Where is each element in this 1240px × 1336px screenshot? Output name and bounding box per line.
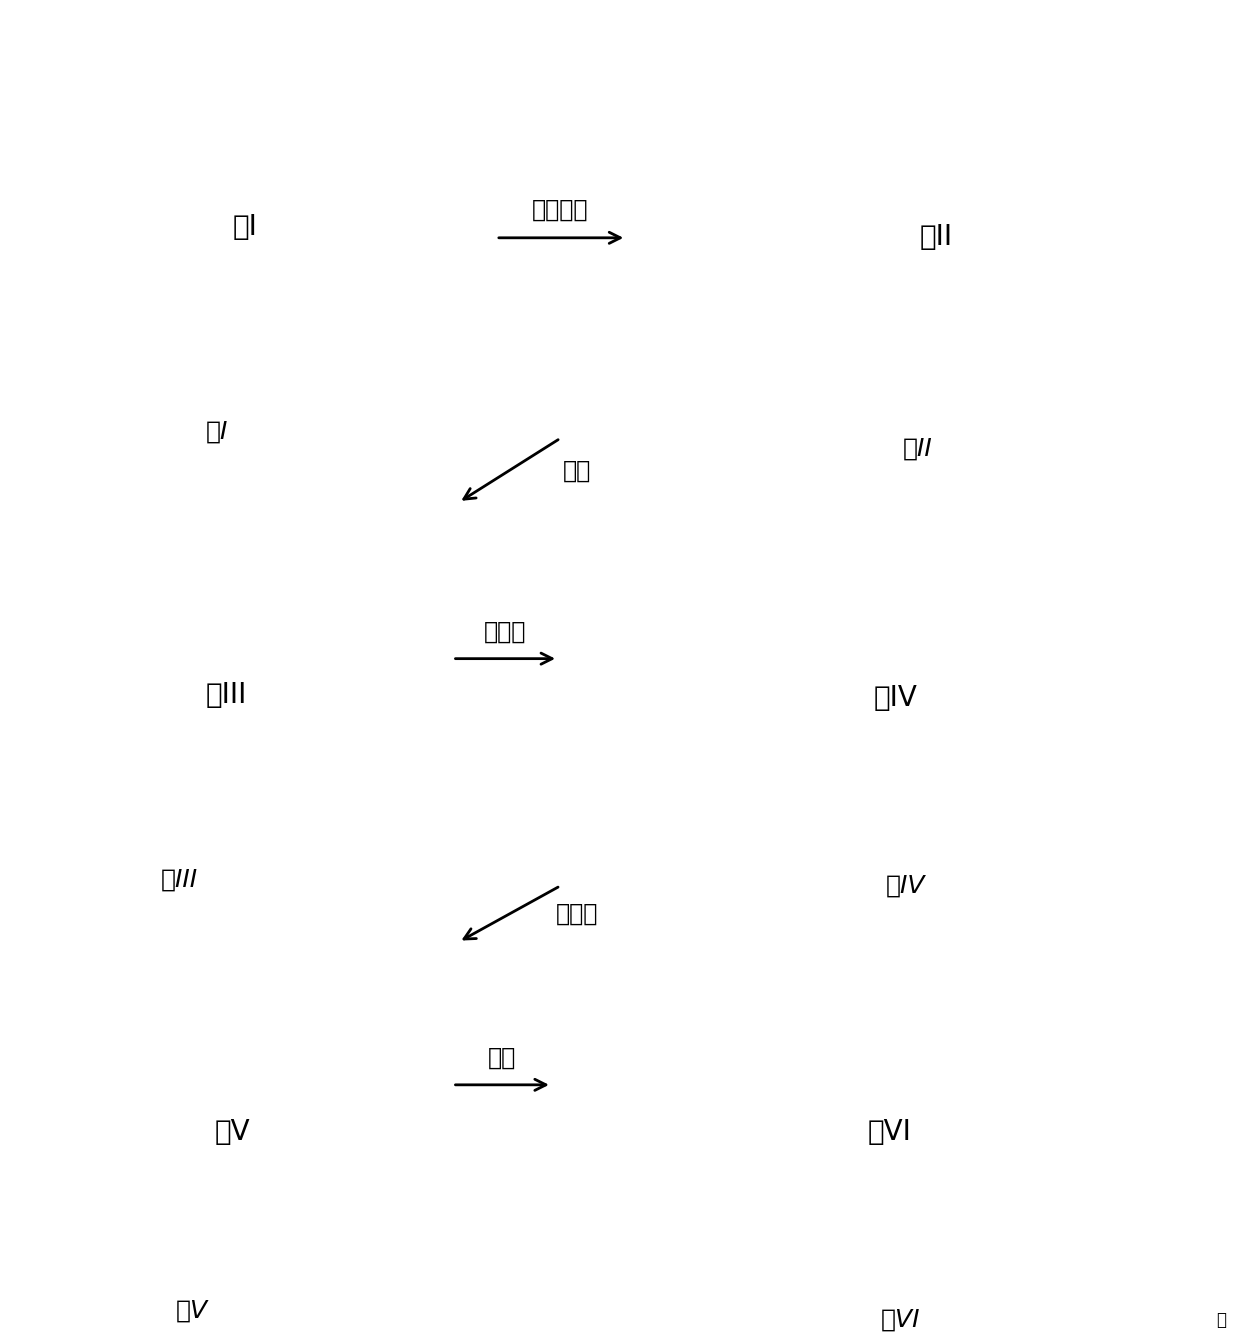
Text: 式II: 式II (903, 437, 932, 461)
Text: 式VI: 式VI (868, 1118, 911, 1146)
Text: 式I: 式I (206, 420, 228, 444)
Text: 脱保护: 脱保护 (556, 902, 598, 926)
Text: 式IV: 式IV (885, 874, 925, 898)
Text: 羟基保护: 羟基保护 (532, 198, 589, 222)
Text: 式VI: 式VI (880, 1308, 920, 1332)
Text: 式III: 式III (161, 867, 198, 891)
Text: 胺化: 胺化 (489, 1046, 516, 1070)
Text: 式II: 式II (920, 223, 952, 251)
Text: 式V: 式V (176, 1299, 208, 1323)
Text: 。: 。 (1216, 1312, 1226, 1329)
Text: 环氧化: 环氧化 (484, 620, 526, 644)
Text: 氧化: 氧化 (563, 458, 590, 482)
Text: 式I: 式I (232, 214, 258, 240)
Text: 式V: 式V (215, 1118, 250, 1146)
Text: 式IV: 式IV (874, 684, 918, 712)
Text: 式III: 式III (206, 681, 247, 708)
